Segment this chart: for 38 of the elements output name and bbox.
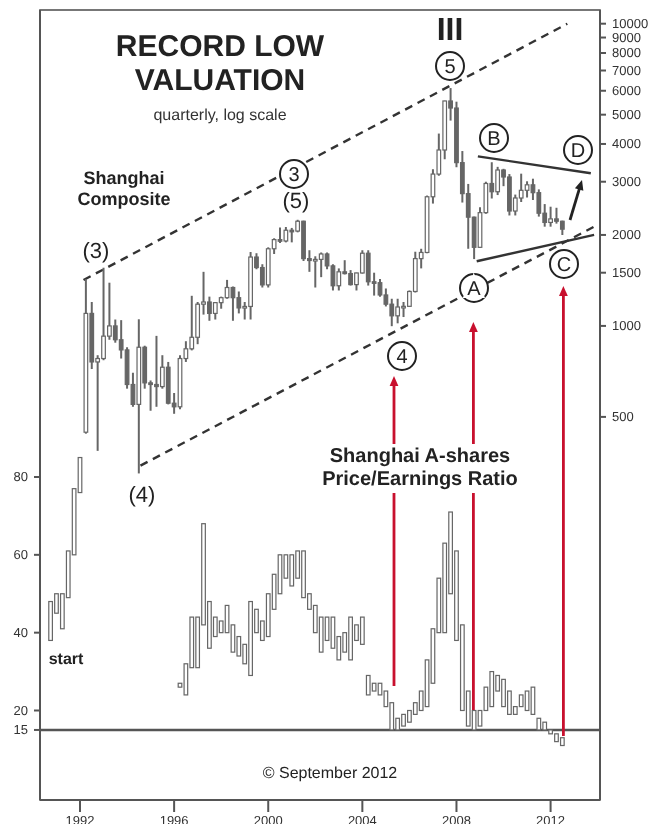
candlestick [501,678,506,708]
annotation: D [570,141,586,163]
candlestick [289,554,295,587]
candlestick [154,334,159,408]
candlestick [165,360,171,406]
candlestick [236,290,242,315]
annotation: (4) [128,484,156,508]
annotation: 3 [288,165,301,187]
annotation: © September 2012 [262,764,399,782]
text: quarterly, log scale [153,106,288,124]
candlestick [530,686,536,715]
annotation: A [467,279,482,301]
annotation: 5 [444,57,457,79]
annotation: C [556,255,572,277]
candlestick [524,690,530,712]
annotation: start [48,650,85,668]
candlestick [507,173,512,217]
candlestick [265,246,271,289]
candlestick [495,165,501,197]
annotation: (3) [82,240,110,264]
candlestick [224,278,230,300]
annotation: III [436,14,464,48]
candlestick [365,674,371,696]
candlestick [489,670,495,708]
annotation: B [487,129,502,151]
annotation: Shanghai Composite [77,168,171,209]
candlestick [395,297,401,325]
annotation: (5) [282,190,310,214]
text: RECORD LOW VALUATION [115,30,326,98]
candlestick [548,205,553,228]
candlestick [48,600,53,642]
candlestick [359,616,365,645]
annotation: Shanghai A-shares Price/Earnings Ratio [322,446,518,491]
candlestick [348,616,353,661]
candlestick [336,267,342,292]
annotation: 4 [396,347,409,369]
candlestick [230,285,236,322]
candlestick [312,255,318,289]
